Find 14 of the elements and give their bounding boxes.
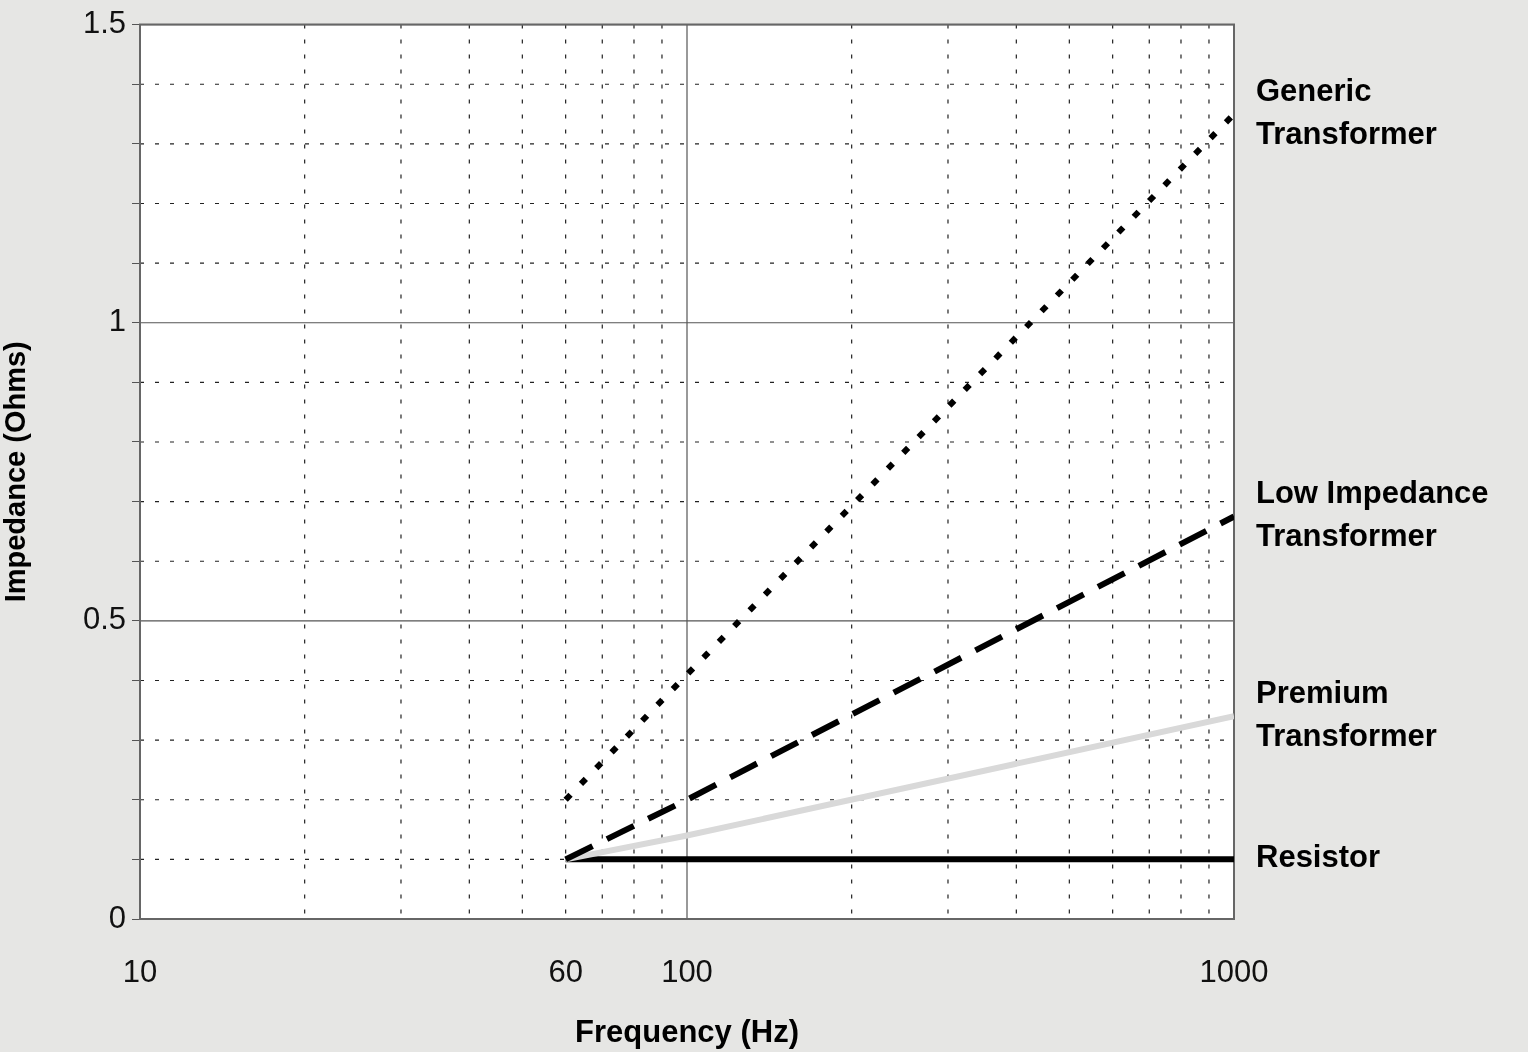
x-tick-label: 1000 <box>1199 954 1269 990</box>
x-axis-title: Frequency (Hz) <box>575 1013 799 1049</box>
series-label: Low Impedance Transformer <box>1256 475 1489 554</box>
x-tick-label: 60 <box>548 954 583 990</box>
y-tick-label: 1 <box>108 303 126 339</box>
x-tick-label: 100 <box>661 954 713 990</box>
y-tick-label: 1.5 <box>82 5 126 41</box>
x-tick-label: 10 <box>122 954 158 990</box>
y-tick-label: 0.5 <box>82 601 126 637</box>
y-axis-title: Impedance (Ohms) <box>0 341 32 603</box>
series-label: Generic Transformer <box>1256 72 1437 151</box>
series-label: Premium Transformer <box>1256 674 1437 753</box>
series-label: Resistor <box>1256 839 1381 875</box>
y-tick-label: 0 <box>108 899 126 935</box>
